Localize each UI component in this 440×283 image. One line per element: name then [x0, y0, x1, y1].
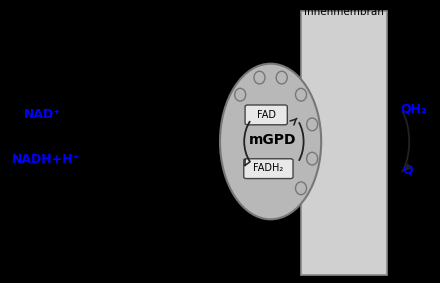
- Text: FADH₂: FADH₂: [253, 163, 283, 173]
- Bar: [301, 11, 387, 275]
- Ellipse shape: [307, 152, 318, 165]
- Ellipse shape: [307, 118, 318, 131]
- FancyBboxPatch shape: [244, 159, 293, 179]
- Ellipse shape: [235, 88, 246, 101]
- Ellipse shape: [220, 64, 321, 219]
- Text: FAD: FAD: [257, 110, 276, 120]
- Text: NAD⁺: NAD⁺: [24, 108, 61, 121]
- Text: Innenmembran: Innenmembran: [304, 7, 384, 17]
- Ellipse shape: [276, 71, 287, 84]
- Ellipse shape: [296, 182, 307, 195]
- Ellipse shape: [296, 88, 307, 101]
- Ellipse shape: [254, 71, 265, 84]
- Text: QH₂: QH₂: [400, 102, 427, 115]
- FancyBboxPatch shape: [245, 105, 287, 125]
- Text: mGPD: mGPD: [249, 133, 297, 147]
- Text: Q: Q: [403, 163, 413, 176]
- Text: NADH+H⁺: NADH+H⁺: [12, 153, 81, 166]
